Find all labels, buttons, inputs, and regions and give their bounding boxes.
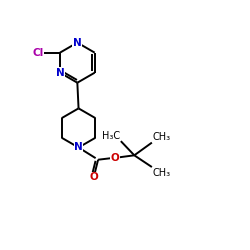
Text: CH₃: CH₃ [153, 168, 171, 177]
Text: N: N [74, 142, 83, 152]
Text: O: O [89, 172, 98, 182]
Text: H₃C: H₃C [102, 131, 120, 141]
Text: CH₃: CH₃ [153, 132, 171, 142]
Text: N: N [73, 38, 82, 48]
Text: N: N [56, 68, 64, 78]
Text: O: O [110, 153, 119, 163]
Text: Cl: Cl [32, 48, 44, 58]
